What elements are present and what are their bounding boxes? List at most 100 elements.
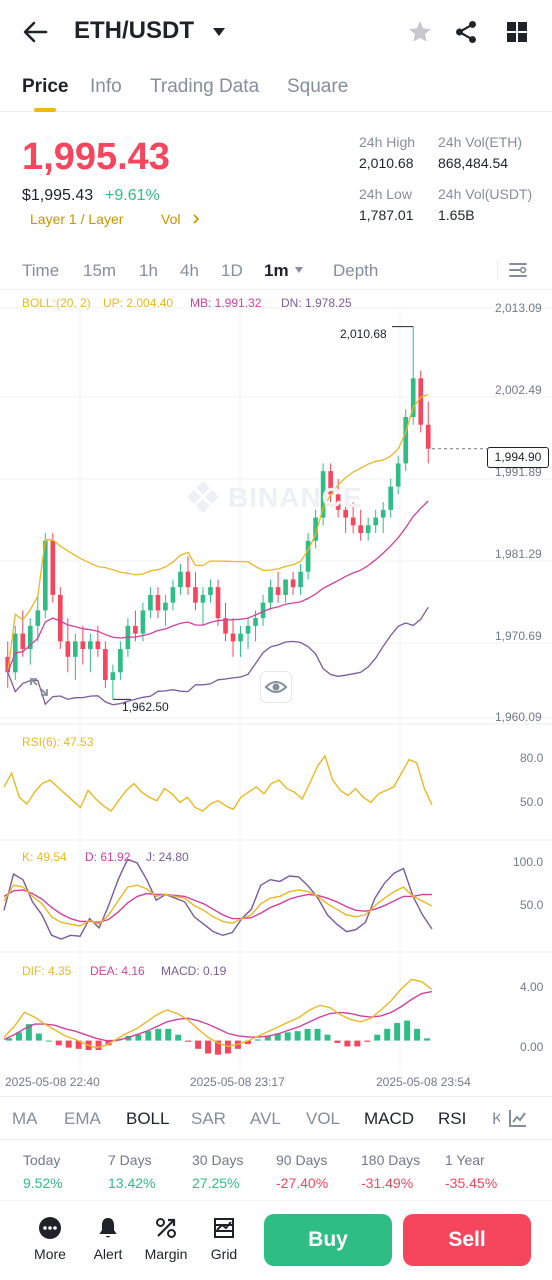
caret-down-icon[interactable]: [212, 27, 226, 37]
more-button[interactable]: More: [20, 1212, 80, 1270]
margin-button[interactable]: Margin: [136, 1212, 196, 1270]
macd-histogram-bar: [185, 1040, 192, 1042]
candle-body: [373, 517, 379, 526]
section-tabs: Price Info Trading Data Square: [0, 66, 552, 112]
candle-body: [223, 618, 228, 634]
buy-button[interactable]: Buy: [264, 1214, 392, 1266]
price-axis-label: 2,002.49: [495, 383, 542, 397]
candle-body: [185, 571, 191, 588]
candle-body: [245, 625, 251, 634]
macd-histogram-bar: [135, 1034, 142, 1041]
interval-1m[interactable]: 1m: [264, 261, 289, 280]
high-marker: 2,010.68: [340, 327, 387, 341]
sell-button[interactable]: Sell: [403, 1214, 531, 1266]
macd-histogram-bar: [324, 1034, 331, 1041]
indicator-sar[interactable]: SAR: [191, 1109, 226, 1128]
indicator-macd[interactable]: MACD: [364, 1109, 415, 1128]
candle-body: [95, 641, 101, 650]
share-icon[interactable]: [453, 19, 479, 45]
macd-histogram-bar: [274, 1033, 281, 1041]
candle-body: [343, 509, 348, 518]
time-axis-label: 2025-05-08 23:54: [376, 1075, 471, 1089]
candle-body: [118, 649, 123, 673]
grid-trading-button[interactable]: Grid: [194, 1212, 254, 1270]
macd-histogram-bar: [205, 1040, 212, 1054]
rsi-label: RSI(6): 47.53: [22, 735, 94, 749]
time-axis-label: 2025-05-08 23:17: [190, 1075, 285, 1089]
macd-value-label: MACD: 0.19: [161, 964, 227, 978]
macd-histogram-bar: [35, 1033, 42, 1041]
tab-price[interactable]: Price: [22, 76, 69, 97]
candle-body: [313, 517, 318, 541]
candle-body: [358, 525, 363, 534]
low-label: 24h Low: [359, 186, 412, 202]
candle-body: [20, 633, 26, 650]
tab-square[interactable]: Square: [287, 76, 349, 97]
indicator-rsi[interactable]: RSI: [438, 1109, 467, 1128]
interval-depth[interactable]: Depth: [333, 261, 379, 280]
interval-caret-icon[interactable]: [294, 266, 304, 274]
macd-histogram-bar: [25, 1024, 32, 1041]
indicator-ema[interactable]: EMA: [64, 1109, 101, 1128]
boll-dn: DN: 1,978.25: [281, 296, 352, 310]
price-change: +9.61%: [105, 187, 160, 204]
interval-1h[interactable]: 1h: [139, 261, 158, 280]
interval-time[interactable]: Time: [22, 261, 60, 280]
candle-body: [148, 594, 153, 611]
candle-body: [283, 579, 288, 595]
perf-value-180d: -31.49%: [361, 1175, 414, 1191]
indicator-vol[interactable]: VOL: [306, 1109, 341, 1128]
eye-toggle[interactable]: [260, 671, 292, 703]
macd-histogram-bar: [374, 1034, 381, 1041]
tab-trading-data[interactable]: Trading Data: [150, 76, 260, 97]
macd-histogram-bar: [354, 1040, 361, 1047]
star-icon[interactable]: [407, 19, 433, 45]
kdj-axis-label: 100.0: [513, 855, 544, 869]
vol-eth-value: 868,484.54: [438, 155, 509, 171]
alert-button[interactable]: Alert: [78, 1212, 138, 1270]
candlestick-chart[interactable]: [0, 290, 552, 1096]
grid-trading-icon: [214, 1218, 234, 1238]
candle-body: [110, 672, 116, 681]
high-label: 24h High: [359, 134, 416, 150]
macd-dif-label: DIF: 4.35: [22, 964, 72, 978]
indicator-ma[interactable]: MA: [12, 1109, 38, 1128]
interval-15m[interactable]: 15m: [83, 261, 117, 280]
candle-body: [27, 625, 33, 650]
category-tag[interactable]: Layer 1 / Layer: [30, 211, 124, 227]
chevron-right-icon[interactable]: [192, 213, 200, 225]
candle-body: [193, 587, 198, 603]
macd-dea-line: [3, 990, 433, 1042]
candle-body: [215, 587, 221, 619]
chart-settings-icon[interactable]: [508, 261, 528, 279]
vol-eth-label: 24h Vol(ETH): [438, 134, 523, 150]
macd-histogram-bar: [244, 1040, 251, 1045]
macd-histogram-bar: [15, 1032, 22, 1041]
macd-histogram-bar: [414, 1028, 421, 1041]
expand-icon[interactable]: [28, 676, 50, 698]
indicator-avl[interactable]: AVL: [250, 1109, 281, 1128]
candle-body: [268, 587, 273, 603]
vol-usdt-value: 1.65B: [438, 207, 475, 223]
macd-histogram-bar: [155, 1028, 162, 1041]
vol-tag[interactable]: Vol: [161, 211, 181, 227]
last-price: 1,995.43: [22, 136, 170, 178]
back-arrow-icon[interactable]: [22, 20, 48, 44]
tab-info[interactable]: Info: [90, 76, 122, 97]
macd-histogram-bar: [364, 1040, 371, 1042]
candle-body: [103, 649, 108, 681]
indicator-kdj[interactable]: K: [492, 1109, 504, 1128]
indicator-boll[interactable]: BOLL: [126, 1109, 170, 1128]
indicator-settings[interactable]: [500, 1097, 552, 1139]
pair-title[interactable]: ETH/USDT: [74, 17, 194, 44]
boll-upper-line: [7, 393, 429, 673]
perf-value-30d: 27.25%: [192, 1175, 240, 1191]
candle-body: [425, 424, 431, 449]
candle-body: [140, 610, 146, 634]
grid-icon[interactable]: [505, 20, 529, 44]
candle-body: [42, 540, 48, 611]
perf-value-1y: -35.45%: [445, 1175, 498, 1191]
interval-1d[interactable]: 1D: [221, 261, 243, 280]
interval-4h[interactable]: 4h: [180, 261, 199, 280]
macd-histogram-bar: [304, 1028, 311, 1041]
